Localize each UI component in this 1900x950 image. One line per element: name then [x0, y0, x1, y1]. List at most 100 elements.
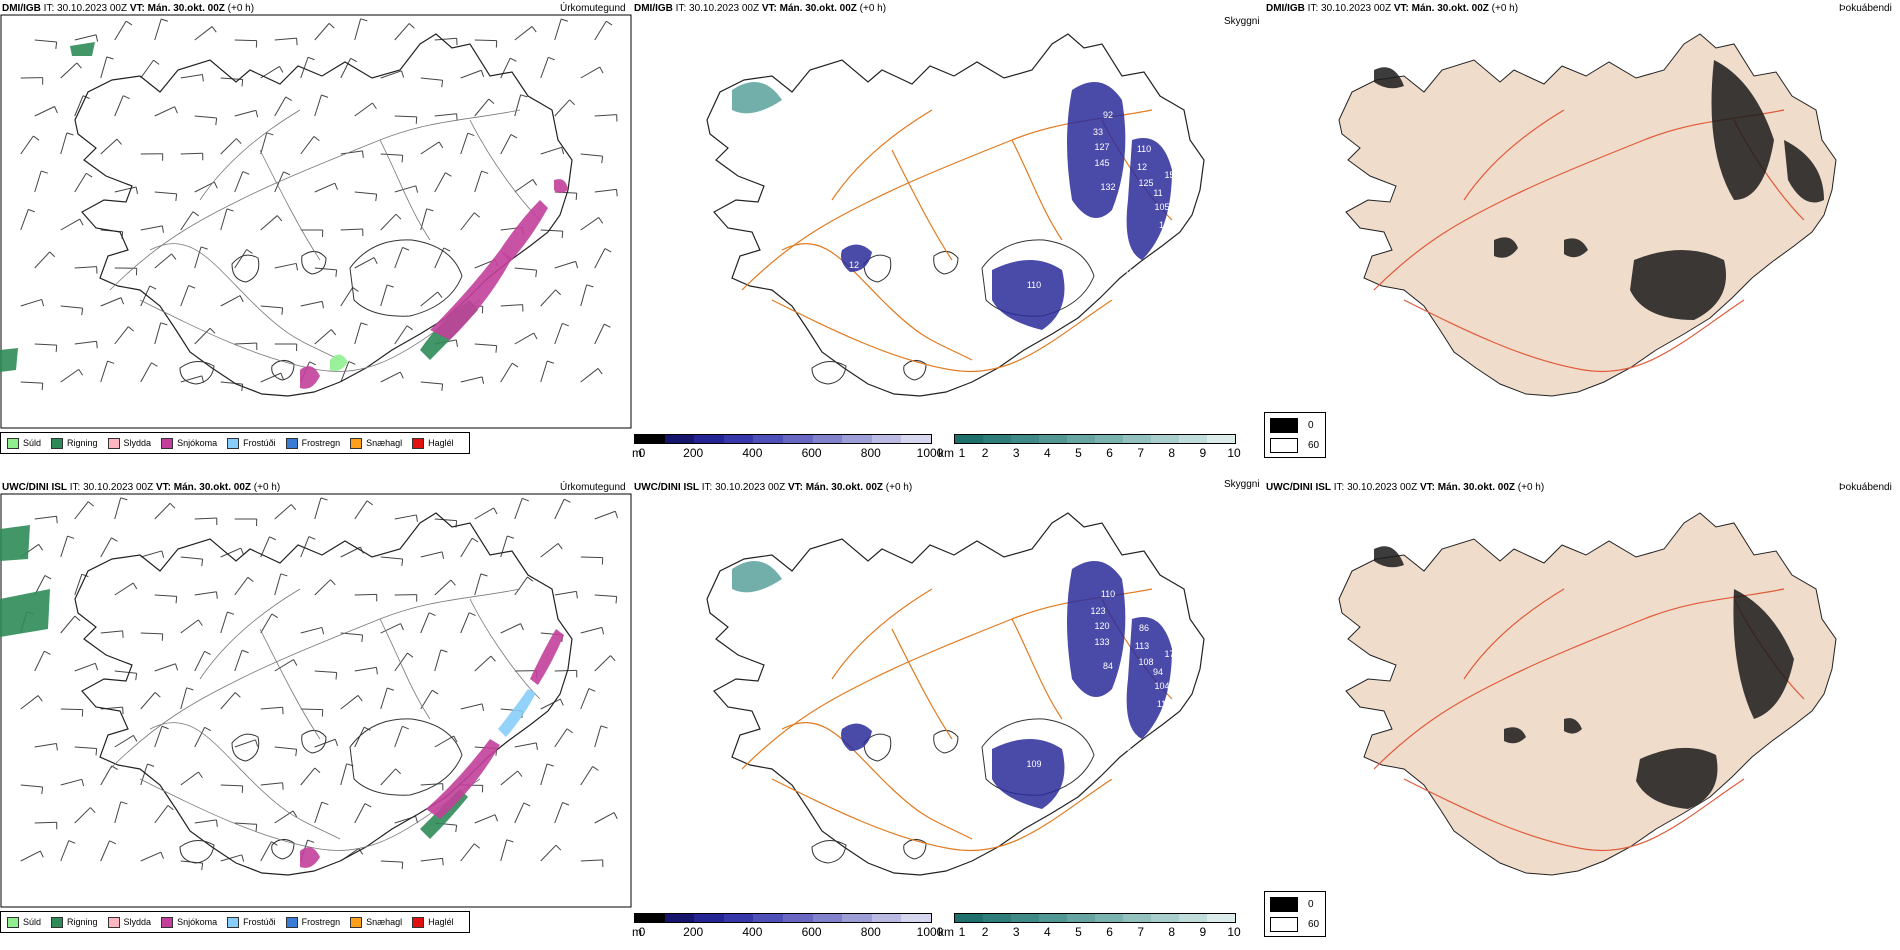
colorbar-segment [901, 914, 931, 922]
legend-label: Rigning [67, 917, 98, 927]
legend-swatch [285, 437, 298, 449]
legend-swatch [107, 916, 120, 928]
legend-swatch [227, 437, 240, 449]
visibility-value-label: 125 [1138, 178, 1153, 188]
model-name: UWC/DINI ISL [634, 482, 699, 493]
legend-label: Haglél [428, 438, 454, 448]
colorbar-segment [635, 914, 665, 922]
colorbar-segment [955, 435, 983, 443]
vt-value: Mán. 30.okt. 00Z [173, 482, 251, 493]
colorbar-segment [1067, 435, 1095, 443]
panel-header: DMI/IGB IT: 30.10.2023 00Z VT: Mán. 30.o… [1266, 3, 1518, 14]
vt-label: VT: [1393, 3, 1409, 14]
panel-title: Þokuábendi [1839, 482, 1892, 493]
visibility-value-label: 33 [1093, 127, 1103, 137]
colorbar-tick-label: 7 [1137, 925, 1144, 939]
colorbar-tick-label: 1 [958, 925, 966, 939]
colorbar-segment [812, 435, 843, 443]
visibility-value-label: 145 [1094, 158, 1109, 168]
precip-legend: Súld Rigning Slydda Snjókoma Frostúði Frostre… [0, 432, 470, 454]
colorbar-segment [753, 914, 783, 922]
colorbar-segment [1207, 435, 1235, 443]
colorbar-tick-label: 400 [742, 446, 763, 460]
legend-label: Snjókoma [177, 438, 218, 448]
colorbar-segment [1179, 435, 1207, 443]
visibility-value-label: 127 [1094, 142, 1109, 152]
colorbar-tick-label: 6 [1106, 925, 1113, 939]
vt-value: Mán. 30.okt. 00Z [147, 3, 225, 14]
colorbar-tick-label: 10 [1227, 925, 1241, 939]
colorbar-tick-label: 5 [1075, 446, 1082, 460]
fog-map [1338, 512, 1837, 876]
vt-value: Mán. 30.okt. 00Z [805, 482, 883, 493]
fog-legend-item: 60 [1270, 438, 1319, 453]
visibility-colorbar: km 1 2 3 4 5 6 7 8 9 10 [938, 434, 1244, 462]
visibility-value-label: 176 [1164, 649, 1179, 659]
legend-item: Haglél [412, 916, 454, 928]
visibility-colorbar: km 1 2 3 4 5 6 7 8 9 10 [938, 913, 1244, 941]
visibility-value-label: 86 [1127, 747, 1137, 757]
visibility-panel-bottom: UWC/DINI ISL IT: 30.10.2023 00Z VT: Mán.… [632, 479, 1264, 950]
colorbar-segment [1039, 435, 1067, 443]
panel-header: DMI/IGB IT: 30.10.2023 00Z VT: Mán. 30.o… [634, 3, 886, 14]
legend-label: Súld [23, 917, 42, 927]
colorbar-tick-label: 1000 [916, 925, 944, 939]
colorbar-tick-label: 8 [1168, 925, 1176, 939]
colorbar-segment [635, 435, 665, 443]
visibility-value-label: 89 [1125, 787, 1135, 797]
colorbar-tick-label: 600 [801, 925, 822, 939]
colorbar-strip [634, 434, 932, 444]
it-value: 30.10.2023 00Z [1321, 3, 1392, 14]
fog-legend-label: 0 [1308, 420, 1314, 431]
visibility-value-label: 108 [1138, 657, 1153, 667]
colorbar-segment [871, 435, 902, 443]
panel-title: Þokuábendi [1839, 3, 1892, 14]
colorbar-segment [782, 914, 813, 922]
colorbar-tick-label: 0 [638, 446, 646, 460]
legend-label: Súld [23, 438, 42, 448]
visibility-panel-top: DMI/IGB IT: 30.10.2023 00Z VT: Mán. 30.o… [632, 0, 1264, 462]
colorbar-segment [955, 914, 983, 922]
visibility-value-label: 11 [1153, 188, 1162, 198]
lead-time: (+0 h) [885, 482, 913, 493]
colorbar-tick-label: 8 [1168, 446, 1176, 460]
legend-item: Frostregn [285, 916, 340, 928]
model-name: UWC/DINI ISL [2, 482, 67, 493]
colorbar-tick-label: 1 [958, 446, 966, 460]
model-name: DMI/IGB [2, 3, 41, 14]
model-name: DMI/IGB [1266, 3, 1305, 14]
precip-map [0, 493, 632, 908]
colorbar-tick-label: 2 [981, 925, 989, 939]
visibility-value-label: 116 [1157, 699, 1171, 709]
fog-legend: 0 60 [1264, 412, 1326, 458]
visibility-value-label: 104 [1154, 681, 1169, 691]
it-label: IT: [1307, 3, 1319, 14]
visibility-value-label: 123 [1090, 606, 1105, 616]
visibility-value-label: 12 [849, 260, 859, 270]
colorbar-segment [1095, 435, 1123, 443]
visibility-value-label: 110 [1027, 280, 1041, 290]
legend-swatch [51, 437, 64, 449]
colorbar-segment [1039, 914, 1067, 922]
legend-label: Snjókoma [177, 917, 218, 927]
fog-panel-bottom: UWC/DINI ISL IT: 30.10.2023 00Z VT: Mán.… [1264, 479, 1900, 950]
vt-value: Mán. 30.okt. 00Z [1411, 3, 1489, 14]
legend-label: Frostregn [301, 438, 341, 448]
visibility-value-label: 112 [905, 382, 919, 392]
vt-label: VT: [787, 482, 803, 493]
colorbar-strip [954, 434, 1236, 444]
colorbar-segment [1011, 914, 1039, 922]
colorbar-segment [1207, 914, 1235, 922]
fog-legend-item: 0 [1270, 897, 1314, 912]
visibility-value-label: 154 [1132, 282, 1147, 292]
colorbar-segment [983, 914, 1011, 922]
legend-item: Snjókoma [161, 916, 218, 928]
panel-header: DMI/IGB IT: 30.10.2023 00Z VT: Mán. 30.o… [2, 3, 254, 14]
colorbar-tick-label: 6 [1106, 446, 1113, 460]
panel-header: UWC/DINI ISL IT: 30.10.2023 00Z VT: Mán.… [2, 482, 280, 493]
visibility-value-label: 159 [1164, 170, 1179, 180]
precip-type-panel-top: DMI/IGB IT: 30.10.2023 00Z VT: Mán. 30.o… [0, 0, 632, 462]
visibility-value-label: 149 [1112, 322, 1127, 332]
legend-swatch [161, 437, 174, 449]
